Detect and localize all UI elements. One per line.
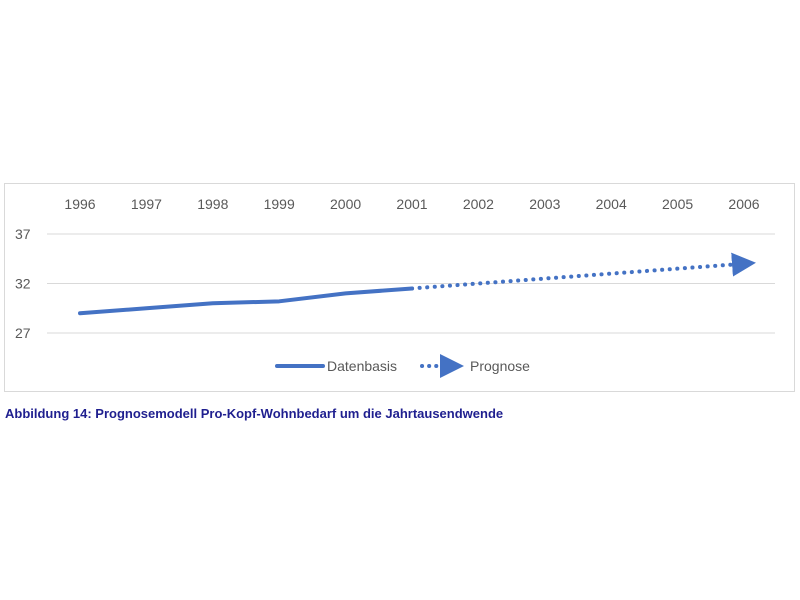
x-tick-label: 1997: [131, 196, 162, 212]
x-tick-label: 2005: [662, 196, 693, 212]
x-tick-label: 2006: [728, 196, 759, 212]
legend-label-datenbasis: Datenbasis: [327, 358, 397, 374]
legend: Datenbasis Prognose: [275, 354, 530, 378]
x-tick-label: 2001: [396, 196, 427, 212]
legend-label-prognose: Prognose: [470, 358, 530, 374]
series-line-prognose: [410, 252, 756, 291]
x-tick-label: 1999: [264, 196, 295, 212]
figure-caption: Abbildung 14: Prognosemodell Pro-Kopf-Wo…: [5, 406, 504, 421]
chart-frame: 1996 1997 1998 1999 2000 2001 2002 2003 2004 2005…: [4, 183, 795, 392]
y-tick-label: 27: [15, 325, 31, 341]
y-tick-label: 32: [15, 276, 31, 292]
x-tick-label: 1998: [197, 196, 228, 212]
line-chart: 1996 1997 1998 1999 2000 2001 2002 2003 2004 2005…: [15, 196, 775, 378]
x-tick-label: 2000: [330, 196, 361, 212]
x-tick-label: 1996: [64, 196, 95, 212]
series-line-datenbasis: [78, 286, 414, 316]
x-tick-label: 2002: [463, 196, 494, 212]
x-tick-label: 2004: [596, 196, 627, 212]
y-tick-label: 37: [15, 226, 31, 242]
x-tick-label: 2003: [529, 196, 560, 212]
